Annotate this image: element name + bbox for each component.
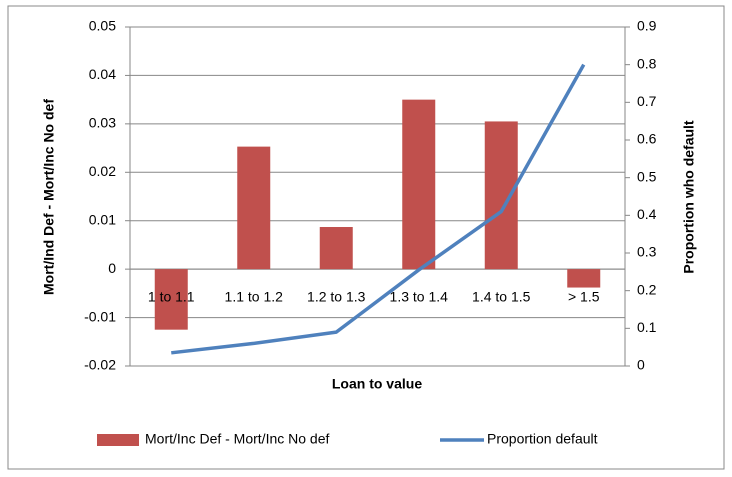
x-tick-label: > 1.5	[568, 289, 600, 305]
y-tick-label: 0.04	[89, 66, 116, 82]
y-axis-title: Mort/Ind Def - Mort/Inc No def	[41, 99, 57, 295]
y2-tick-label: 0.2	[637, 281, 657, 297]
x-tick-label: 1.1 to 1.2	[225, 289, 284, 305]
bar	[484, 121, 518, 270]
x-tick-label: 1.4 to 1.5	[472, 289, 531, 305]
line	[171, 63, 586, 355]
y2-tick-label: 0.6	[637, 131, 657, 147]
y2-tick-label: 0.1	[637, 319, 657, 335]
y2-tick-label: 0	[637, 357, 645, 373]
bar	[154, 269, 188, 330]
y2-tick-label: 0.7	[637, 93, 657, 109]
y2-axis-title: Proportion who default	[681, 120, 697, 274]
x-tick-label: 1.3 to 1.4	[390, 289, 449, 305]
y2-tick-label: 0.4	[637, 206, 657, 222]
y-tick-label: 0.03	[89, 115, 116, 131]
legend-swatch	[97, 434, 139, 446]
legend-label: Proportion default	[487, 431, 598, 447]
y-tick-label: -0.01	[84, 308, 116, 324]
y-tick-label: 0.01	[89, 211, 116, 227]
chart-border	[7, 5, 725, 470]
y-tick-label: 0	[108, 260, 116, 276]
bar	[319, 227, 353, 270]
legend-label: Mort/Inc Def - Mort/Inc No def	[145, 431, 329, 447]
y2-tick-label: 0.5	[637, 168, 657, 184]
y-tick-label: 0.05	[89, 18, 116, 34]
y2-tick-label: 0.3	[637, 244, 657, 260]
y-tick-label: 0.02	[89, 163, 116, 179]
x-axis-title: Loan to value	[332, 376, 422, 392]
y2-tick-label: 0.8	[637, 55, 657, 71]
y-tick-label: -0.02	[84, 357, 116, 373]
bar	[237, 146, 271, 270]
bar	[567, 269, 601, 288]
y2-tick-label: 0.9	[637, 18, 657, 34]
x-tick-label: 1 to 1.1	[148, 289, 195, 305]
bar	[402, 99, 436, 270]
x-tick-label: 1.2 to 1.3	[307, 289, 366, 305]
